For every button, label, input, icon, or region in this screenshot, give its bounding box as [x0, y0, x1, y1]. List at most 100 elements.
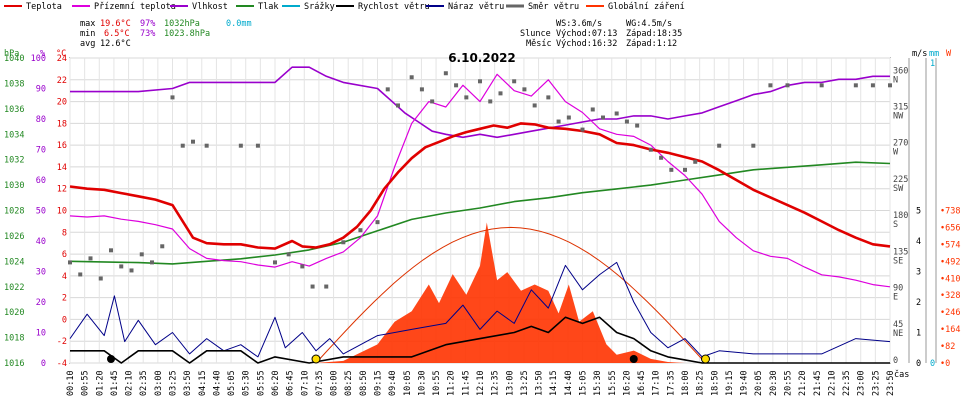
wind-direction-point — [98, 276, 103, 281]
time-tick-label: 06:45 — [286, 370, 296, 396]
series-vlhkost — [70, 66, 890, 139]
direction-tick-compass: S — [893, 220, 898, 230]
time-tick-label: 09:15 — [374, 370, 384, 396]
info-block: WS:3.6m/s WG:4.5m/s Slunce Východ:07:13 … — [520, 19, 682, 49]
time-tick-label: 22:10 — [827, 370, 837, 396]
pressure-tick-label: 1018 — [4, 334, 24, 344]
stats-block: max 19.6°C 97% 1032hPa 0.0mm min 6.5°C 7… — [80, 19, 252, 49]
wind-direction-point — [409, 75, 414, 80]
wind-direction-point — [512, 79, 517, 84]
time-tick-label: 13:50 — [535, 370, 545, 396]
moon-event-marker — [629, 355, 638, 363]
wind-direction-point — [68, 260, 72, 265]
time-tick-label: 00:10 — [66, 370, 76, 396]
pressure-tick-label: 1034 — [4, 130, 24, 140]
pressure-tick-label: 1030 — [4, 181, 24, 191]
time-tick-label: 21:20 — [798, 370, 808, 396]
wind-direction-point — [419, 87, 424, 92]
legend-item-teplota: Teplota — [4, 2, 62, 12]
wind-direction-point — [717, 143, 722, 148]
time-tick-label: 22:35 — [842, 370, 852, 396]
wind-direction-point — [300, 264, 305, 269]
radiation-tick-label: •492 — [940, 257, 960, 267]
info-sunset: Západ:18:35 — [626, 29, 682, 39]
wind-direction-point — [204, 143, 209, 148]
temperature-tick-label: 22 — [57, 76, 67, 86]
wind-direction-point — [341, 240, 346, 245]
time-tick-label: 10:30 — [417, 370, 427, 396]
series-naraz-vetru — [69, 261, 891, 358]
temperature-tick-label: 0 — [62, 315, 67, 325]
radiation-tick-label: •246 — [940, 308, 960, 318]
direction-tick-label: 270 — [893, 139, 908, 149]
time-tick-label: 12:10 — [476, 370, 486, 396]
info-sun-label: Slunce — [520, 29, 551, 39]
legend-item-naraz-vetru: Náraz větru — [426, 2, 504, 12]
info-moon-label: Měsíc — [526, 39, 552, 49]
wind-direction-point — [430, 99, 435, 104]
wind-direction-point — [888, 83, 892, 88]
direction-tick-label: 315 — [893, 102, 908, 112]
wind-direction-point — [160, 244, 165, 249]
stats-max-temp: 19.6°C — [100, 19, 131, 29]
temperature-tick-label: 6 — [62, 250, 67, 260]
radiation-tick-label: •0 — [940, 359, 950, 369]
time-tick-label: 02:10 — [125, 370, 135, 396]
temperature-tick-label: 8 — [62, 228, 67, 238]
wind-direction-point — [88, 256, 93, 261]
pressure-tick-label: 1028 — [4, 207, 24, 217]
legend-item-tlak: Tlak — [236, 2, 278, 12]
wind-direction-point — [624, 119, 629, 124]
wind-direction-point — [464, 95, 469, 100]
time-tick-label: 20:55 — [784, 370, 794, 396]
time-tick-label: 07:35 — [315, 370, 325, 396]
radiation-tick-label: •656 — [940, 223, 960, 233]
pressure-tick-label: 1036 — [4, 105, 24, 115]
grid — [69, 57, 937, 364]
legend-label: Tlak — [258, 2, 278, 12]
axis-unit-rain: mm — [929, 49, 939, 59]
temperature-tick-label: 20 — [57, 98, 67, 108]
time-tick-label: 15:55 — [608, 370, 618, 396]
pressure-tick-label: 1038 — [4, 79, 24, 89]
time-tick-label: 10:05 — [403, 370, 413, 396]
time-tick-label: 16:20 — [622, 370, 632, 396]
radiation-tick-label: •328 — [940, 291, 960, 301]
temperature-tick-label: 24 — [57, 54, 67, 64]
info-moonrise: Východ:16:32 — [556, 39, 617, 49]
temperature-tick-label: -2 — [57, 337, 67, 347]
wind-direction-point — [785, 83, 790, 88]
legend-item-smer-vetru: Směr větru — [506, 2, 579, 12]
direction-tick-compass: SW — [893, 184, 904, 194]
axis-unit-radiation: W — [946, 49, 952, 59]
time-tick-label: 05:05 — [227, 370, 237, 396]
axis-unit-temperature: °C — [56, 49, 66, 59]
wind-direction-point — [853, 83, 858, 88]
pressure-tick-label: 1032 — [4, 156, 24, 166]
humidity-tick-label: 90 — [36, 85, 46, 95]
direction-tick-label: 45 — [893, 320, 903, 330]
info-ws: WS:3.6m/s — [556, 19, 602, 29]
humidity-tick-label: 60 — [36, 176, 46, 186]
wind-direction-point — [180, 143, 185, 148]
time-tick-label: 19:40 — [740, 370, 750, 396]
time-tick-label: 01:45 — [110, 370, 120, 396]
radiation-tick-label: •574 — [940, 240, 960, 250]
series-rychlost-vetru — [70, 316, 890, 364]
humidity-tick-label: 50 — [36, 207, 46, 217]
wind-direction-point — [580, 127, 585, 132]
legend-label: Srážky — [304, 2, 335, 12]
temperature-tick-label: 10 — [57, 207, 67, 217]
time-tick-label: 08:50 — [359, 370, 369, 396]
stats-min-hum: 73% — [140, 29, 155, 39]
axis-unit-humidity: % — [40, 49, 45, 59]
axis-unit-wind: m/s — [912, 49, 927, 59]
direction-tick-label: 135 — [893, 247, 908, 257]
wind-direction-point — [255, 143, 260, 148]
temperature-tick-label: 2 — [62, 294, 67, 304]
legend-label: Rychlost větru — [358, 2, 430, 12]
wind-direction-point — [109, 248, 113, 253]
temperature-tick-label: 12 — [57, 185, 67, 195]
stats-avg-label: avg — [80, 39, 95, 49]
